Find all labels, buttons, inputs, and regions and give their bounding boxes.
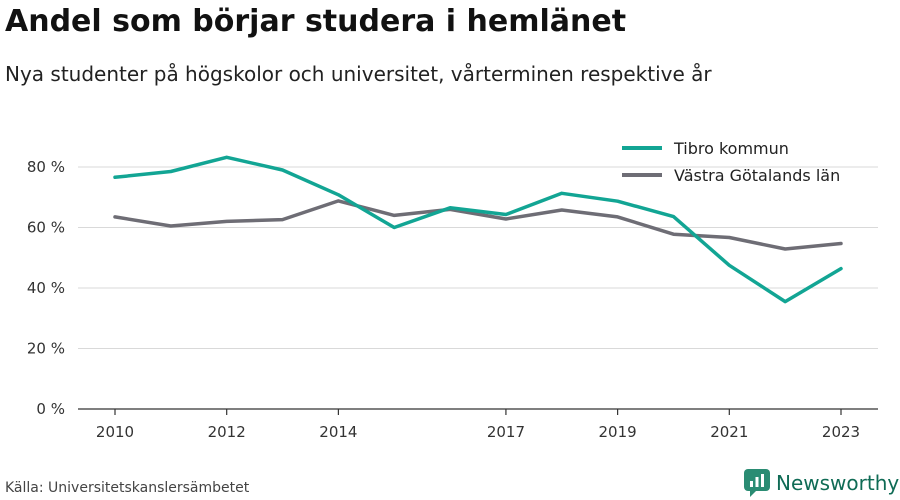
chart-title: Andel som börjar studera i hemlänet <box>5 4 627 39</box>
legend-label: Västra Götalands län <box>674 166 840 185</box>
y-tick-label: 0 % <box>36 400 65 418</box>
x-tick-label: 2014 <box>319 423 357 441</box>
x-tick-label: 2023 <box>822 423 860 441</box>
legend-label: Tibro kommun <box>673 139 789 158</box>
chart-subtitle: Nya studenter på högskolor och universit… <box>5 62 712 86</box>
y-tick-label: 60 % <box>27 219 65 237</box>
series-lines <box>113 155 843 304</box>
source-note: Källa: Universitetskanslersämbetet <box>5 480 250 496</box>
y-axis-labels: 0 % 20 % 40 % 60 % 80 % <box>27 158 65 418</box>
legend: Tibro kommun Västra Götalands län <box>622 139 840 185</box>
x-tick-label: 2021 <box>710 423 748 441</box>
x-tick-label: 2019 <box>599 423 637 441</box>
brand-name: Newsworthy <box>776 471 900 495</box>
x-axis-labels: 2010 2012 2014 2017 2019 2021 2023 <box>96 423 860 441</box>
y-tick-label: 40 % <box>27 279 65 297</box>
x-tick-label: 2017 <box>487 423 525 441</box>
x-axis-ticks <box>114 409 842 415</box>
newsworthy-logo-icon <box>744 469 770 497</box>
line-chart: 0 % 20 % 40 % 60 % 80 % 2010 2012 2014 2017 2019… <box>27 139 878 441</box>
brand: Newsworthy <box>744 468 899 498</box>
y-tick-label: 20 % <box>27 340 65 358</box>
grid-lines <box>78 166 878 349</box>
x-tick-label: 2010 <box>96 423 134 441</box>
y-tick-label: 80 % <box>27 158 65 176</box>
series-line-västra-götalands-län <box>113 199 843 251</box>
x-tick-label: 2012 <box>208 423 246 441</box>
series-line-tibro-kommun <box>113 155 843 304</box>
